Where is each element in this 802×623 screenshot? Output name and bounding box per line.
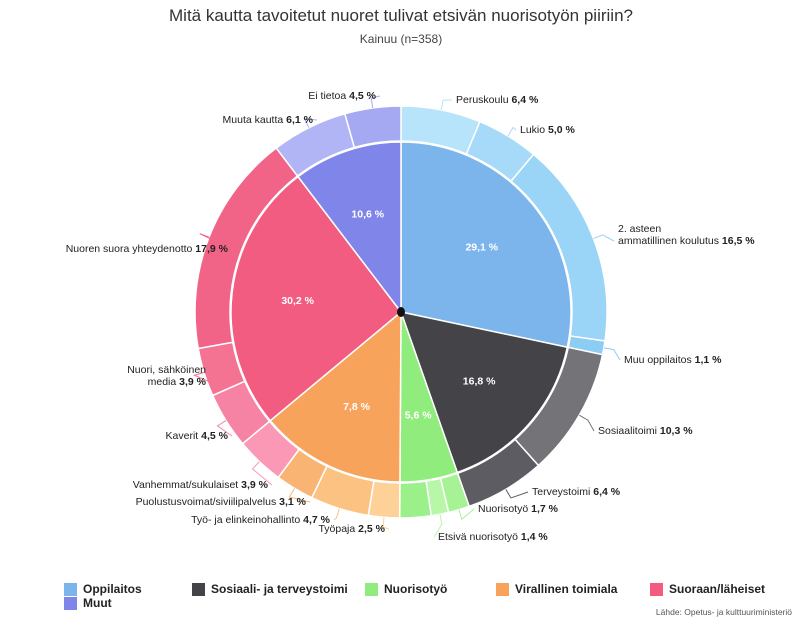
- connector-muu-oppilaitos: [603, 347, 621, 361]
- inner-slice-virallinen-toimiala[interactable]: [269, 310, 402, 483]
- connector-2-asteen-ammatillinen-koulutus: [593, 234, 615, 242]
- slice-label-kaverit: Kaverit 4,5 %: [166, 430, 229, 442]
- connector-nuorisotyo: [458, 508, 475, 521]
- slice-label-lukio: Lukio 5,0 %: [520, 124, 576, 136]
- slice-label-nuori-sahkoinen-media: Nuori, sähköinen media 3,9 %: [127, 364, 206, 388]
- slice-label-nuoren-suora-yhteydenotto: Nuoren suora yhteydenotto 17,9 %: [66, 243, 229, 255]
- chart-subtitle: Kainuu (n=358): [359, 32, 443, 46]
- connector-puolustusvoimat-siviilipalvelus: [288, 488, 311, 503]
- legend-label: Suoraan/läheiset: [669, 582, 766, 596]
- outer-slice-etsiva-nuorisotyo-muu[interactable]: [398, 480, 433, 519]
- legend-label: Nuorisotyö: [384, 582, 448, 596]
- legend-item-muut[interactable]: Muut: [64, 596, 112, 610]
- legend-item-suoraan-laheiset[interactable]: Suoraan/läheiset: [650, 582, 765, 596]
- inner-slice-muut[interactable]: [297, 141, 402, 315]
- inner-slice-sosiaali-ja-terveystoimi[interactable]: [399, 310, 569, 474]
- legend-swatch: [64, 596, 77, 610]
- connector-muuta-kautta: [303, 118, 318, 128]
- slice-label-muu-oppilaitos: Muu oppilaitos 1,1 %: [624, 354, 722, 366]
- slice-label-peruskoulu: Peruskoulu 6,4 %: [456, 94, 539, 106]
- slice-label-muuta-kautta: Muuta kautta 6,1 %: [223, 114, 314, 126]
- connector-peruskoulu: [440, 99, 453, 111]
- slice-label-sosiaalitoimi: Sosiaalitoimi 10,3 %: [598, 425, 693, 437]
- group-value-oppilaitos: 29,1 %: [465, 242, 498, 254]
- legend-swatch: [192, 582, 205, 596]
- legend-swatch: [365, 582, 378, 596]
- group-value-virallinen-toimiala: 7,8 %: [343, 401, 371, 413]
- legend-item-sosiaali-ja-terveystoimi[interactable]: Sosiaali- ja terveystoimi: [192, 582, 348, 596]
- legend-label: Oppilaitos: [83, 582, 142, 596]
- legend-item-nuorisotyo[interactable]: Nuorisotyö: [365, 582, 447, 596]
- connector-tyo-ja-elinkeinohallinto: [333, 508, 340, 521]
- outer-slice-ei-tietoa[interactable]: [343, 105, 402, 149]
- connector-ei-tietoa: [370, 95, 381, 109]
- chart-title: Mitä kautta tavoitetut nuoret tulivat et…: [169, 6, 633, 25]
- legend-item-oppilaitos[interactable]: Oppilaitos: [64, 582, 142, 596]
- slice-label-puolustusvoimat-siviilipalvelus: Puolustusvoimat/siviilipalvelus 3,1 %: [136, 496, 307, 508]
- legend-label: Sosiaali- ja terveystoimi: [211, 582, 348, 596]
- group-value-nuorisotyo: 5,6 %: [405, 410, 433, 422]
- connector-nuoren-suora-yhteydenotto: [199, 233, 233, 250]
- legend-item-virallinen-toimiala[interactable]: Virallinen toimiala: [496, 582, 617, 596]
- connector-terveystoimi: [505, 489, 529, 499]
- group-value-sosiaali-ja-terveystoimi: 16,8 %: [463, 376, 496, 388]
- slice-label-etsiva-nuorisotyo: Etsivä nuorisotyö 1,4 %: [438, 531, 548, 543]
- connector-lukio: [507, 126, 517, 137]
- connector-vanhemmat-sukulaiset: [251, 461, 273, 486]
- legend-swatch: [650, 582, 663, 596]
- legend-label: Muut: [83, 596, 112, 610]
- slice-label-vanhemmat-sukulaiset: Vanhemmat/sukulaiset 3,9 %: [133, 479, 269, 491]
- slice-label-2-asteen-ammatillinen-koulutus: 2. asteen ammatillinen koulutus 16,5 %: [618, 223, 755, 247]
- slice-label-nuorisotyo: Nuorisotyö 1,7 %: [478, 503, 559, 515]
- legend-swatch: [496, 582, 509, 596]
- connector-kaverit: [216, 420, 233, 437]
- connector-tyopaja: [382, 517, 390, 530]
- group-value-suoraan-laheiset: 30,2 %: [281, 295, 314, 307]
- connector-nuori-sahkoinen-media: [193, 371, 211, 383]
- group-value-muut: 10,6 %: [351, 208, 384, 220]
- inner-slice-suoraan-laheiset[interactable]: [230, 175, 403, 422]
- legend-swatch: [64, 582, 77, 596]
- inner-slice-oppilaitos[interactable]: [400, 141, 572, 349]
- source-note: Lähde: Opetus- ja kulttuuriministeriö: [655, 607, 792, 617]
- center-dot: [397, 307, 405, 317]
- slice-label-ei-tietoa: Ei tietoa 4,5 %: [308, 90, 376, 102]
- slice-label-tyo-ja-elinkeinohallinto: Työ- ja elinkeinohallinto 4,7 %: [191, 514, 331, 526]
- connector-sosiaalitoimi: [579, 414, 595, 432]
- legend-label: Virallinen toimiala: [515, 582, 618, 596]
- slice-label-tyopaja: Työpaja 2,5 %: [318, 523, 385, 535]
- connector-etsiva-nuorisotyo: [433, 514, 443, 538]
- slice-label-terveystoimi: Terveystoimi 6,4 %: [532, 486, 621, 498]
